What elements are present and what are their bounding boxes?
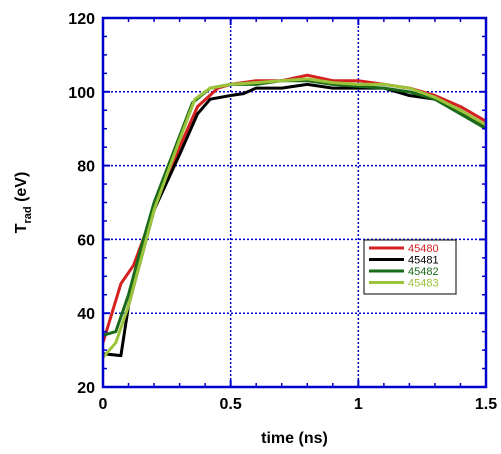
series-line-45482 — [102, 79, 487, 337]
x-axis-label: time (ns) — [261, 430, 328, 447]
y-tick-label: 40 — [77, 306, 95, 323]
axis-ticks: 0 0.5 1 1.5 20 40 60 80 100 120 — [68, 11, 497, 413]
y-tick-label: 120 — [68, 11, 95, 28]
y-tick-label: 60 — [77, 232, 95, 249]
series-line-45483 — [101, 77, 487, 359]
x-tick-label: 0 — [99, 396, 108, 413]
x-tick-label: 1 — [354, 396, 363, 413]
x-tick-label: 1.5 — [475, 396, 497, 413]
legend-label-45482: 45482 — [408, 266, 439, 278]
y-axis-label: Trad (eV) — [13, 172, 34, 234]
x-tick-label: 0.5 — [220, 396, 242, 413]
y-tick-label: 100 — [68, 85, 95, 102]
legend-label-45483: 45483 — [408, 278, 439, 290]
series-line-45480 — [101, 73, 487, 344]
series-lines — [101, 73, 487, 359]
y-tick-label: 80 — [77, 159, 95, 176]
legend-label-45480: 45480 — [408, 243, 439, 255]
series-line-45481 — [102, 82, 487, 358]
grid — [103, 18, 486, 387]
y-tick-label: 20 — [77, 380, 95, 397]
y-axis-label-subscript: rad — [22, 206, 34, 223]
y-axis-label-unit: (eV) — [13, 172, 30, 207]
legend-label-45481: 45481 — [408, 255, 439, 267]
y-axis-label-main: T — [13, 223, 30, 233]
plot-border — [101, 16, 488, 389]
plot-frame — [101, 16, 488, 389]
